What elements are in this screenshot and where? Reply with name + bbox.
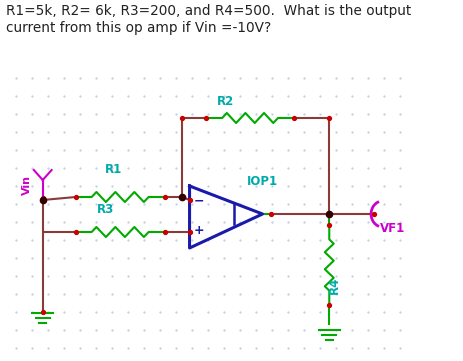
Text: R2: R2 [216, 95, 233, 108]
Text: VF1: VF1 [379, 222, 404, 235]
Text: Vin: Vin [22, 175, 31, 195]
Text: R1=5k, R2= 6k, R3=200, and R4=500.  What is the output: R1=5k, R2= 6k, R3=200, and R4=500. What … [6, 4, 411, 18]
Text: R4: R4 [327, 276, 340, 294]
Text: −: − [194, 195, 204, 208]
Text: IOP1: IOP1 [246, 175, 277, 188]
Text: R1: R1 [105, 163, 122, 176]
Text: R3: R3 [96, 203, 113, 216]
Text: current from this op amp if Vin =-10V?: current from this op amp if Vin =-10V? [6, 21, 271, 35]
Text: +: + [194, 225, 204, 238]
